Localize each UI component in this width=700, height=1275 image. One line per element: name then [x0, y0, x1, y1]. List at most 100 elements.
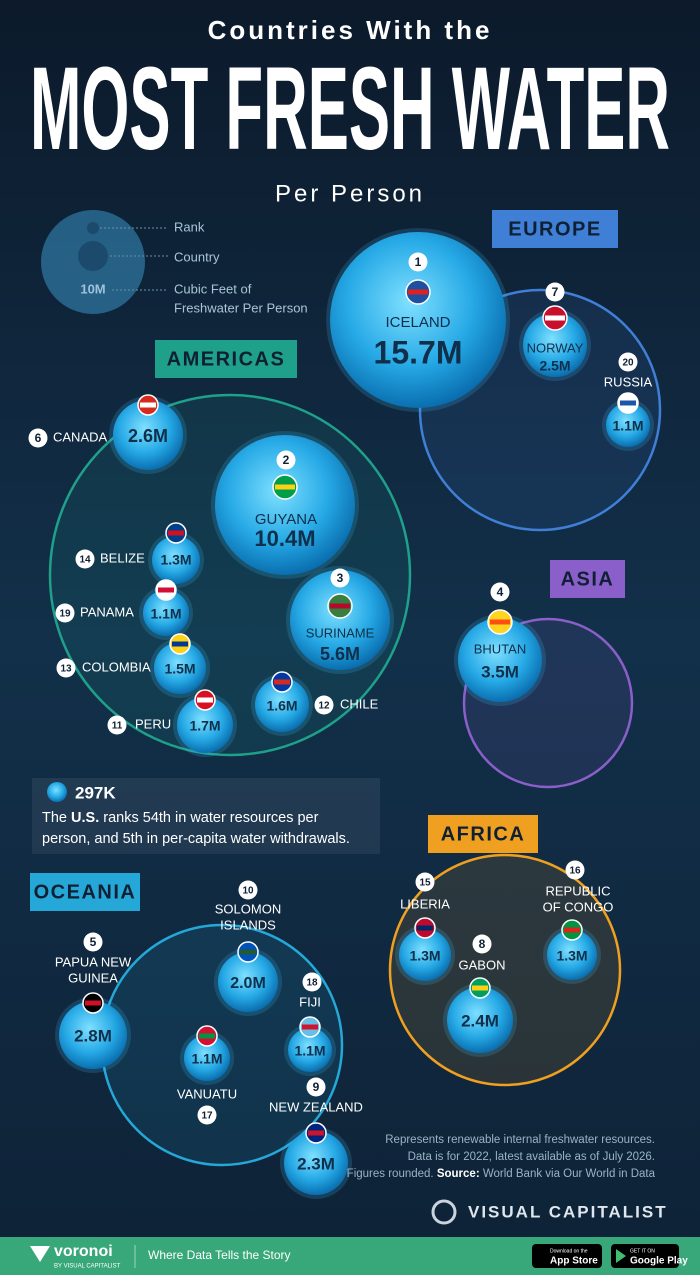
rank-badge [28, 428, 48, 448]
rank-badge [545, 282, 565, 302]
rank-badge [330, 568, 350, 588]
rank: 17 [201, 1111, 213, 1122]
country-bubble [143, 590, 189, 636]
country-name: ISLANDS [220, 917, 276, 932]
note-value: 297K [75, 783, 116, 802]
legend: 10M Rank Country Cubic Feet of Freshwate… [41, 210, 308, 315]
country-value: 1.3M [160, 552, 191, 568]
country-value: 1.1M [294, 1043, 325, 1059]
region-map [388, 853, 622, 1087]
country-value: 1.1M [191, 1051, 222, 1067]
country-bubble [152, 536, 200, 584]
region-label-box [155, 340, 297, 378]
rank-badge [83, 932, 103, 952]
country-name: CHILE [340, 696, 379, 711]
flag-stripe [472, 985, 488, 991]
flag-stripe [417, 925, 433, 931]
note-bold: U.S. [71, 810, 99, 826]
country-value: 2.5M [539, 358, 570, 374]
subtitle: Per Person [275, 180, 425, 207]
rank-badge [408, 252, 428, 272]
rank-badge [107, 715, 127, 735]
rank: 4 [497, 585, 504, 599]
country-bubble [547, 930, 597, 980]
country-bubble [113, 400, 183, 470]
rank-badge [238, 880, 258, 900]
country-bubble [458, 618, 542, 702]
rank-badge [276, 450, 296, 470]
region-label-box [428, 815, 538, 853]
country-value: 1.3M [556, 948, 587, 964]
play-badge[interactable] [611, 1244, 679, 1268]
country-name: SURINAME [306, 625, 375, 640]
country-value: 15.7M [374, 334, 463, 370]
country-bubble [290, 570, 390, 670]
flag-stripe [490, 619, 510, 625]
country-value: 1.1M [150, 606, 181, 622]
country-name: PERU [135, 716, 171, 731]
country-name: GUINEA [68, 970, 118, 985]
rank-badge [415, 872, 435, 892]
country-name: NEW ZEALAND [269, 1099, 363, 1114]
note-text: The U.S. ranks 54th in water resources p… [42, 810, 319, 826]
country-bubble [284, 1131, 348, 1195]
rank: 13 [60, 664, 72, 675]
country-name: CANADA [53, 429, 108, 444]
source-line: Figures rounded. Source: World Bank via … [347, 1168, 656, 1180]
app-label: App Store [550, 1256, 598, 1267]
source-line: Represents renewable internal freshwater… [385, 1134, 655, 1146]
legend-sample: 10M [80, 281, 105, 296]
note-line: ranks 54th in water resources per [103, 810, 318, 826]
rank: 18 [306, 978, 318, 989]
country-name: SOLOMON [215, 901, 281, 916]
country-bubble [288, 1028, 332, 1072]
rank-badge [306, 1077, 326, 1097]
country-bubble [523, 313, 587, 377]
rank-badge [618, 352, 638, 372]
note-bubble [47, 782, 67, 802]
source: Represents renewable internal freshwater… [347, 1134, 666, 1225]
flag-stripe [545, 315, 565, 321]
legend-rank-dot [87, 222, 99, 234]
rank: 9 [313, 1080, 320, 1094]
source-text: World Bank via Our World in Data [483, 1168, 656, 1180]
us-note: 297K The U.S. ranks 54th in water resour… [32, 778, 380, 854]
rank: 16 [569, 866, 581, 877]
country-name: BELIZE [100, 550, 145, 565]
play-icon [616, 1249, 626, 1263]
country-bubble [59, 1001, 127, 1069]
footer-tagline: Where Data Tells the Story [148, 1248, 291, 1262]
region-label: OCEANIA [34, 881, 137, 903]
country-value: 1.1M [612, 418, 643, 434]
region-label-box [492, 210, 618, 248]
country-name: GABON [459, 957, 506, 972]
rank: 20 [622, 358, 634, 369]
country-bubble [330, 232, 506, 408]
brand-logo [431, 1199, 457, 1225]
rank-badge [302, 972, 322, 992]
country-bubble [177, 697, 233, 753]
country-name: OF CONGO [543, 899, 614, 914]
voronoi-icon [30, 1246, 50, 1262]
rank-badge [55, 603, 75, 623]
country-value: 1.6M [266, 698, 297, 714]
note-text: person, and 5th in per-capita water with… [42, 831, 350, 847]
country-name: NORWAY [527, 340, 584, 355]
country-name: REPUBLIC [545, 883, 610, 898]
legend-rank: Rank [174, 219, 205, 234]
rank-badge [75, 549, 95, 569]
flag-stripe [308, 1130, 324, 1136]
kicker: Countries With the [208, 15, 493, 45]
country-name: VANUATU [177, 1086, 237, 1101]
country-value: 2.6M [128, 426, 168, 446]
app-small: Download on the [550, 1248, 588, 1254]
country-bubble [218, 952, 278, 1012]
region-label-box [550, 560, 625, 598]
legend-country-dot [78, 241, 108, 271]
country-value: 3.5M [481, 662, 519, 681]
country-name: RUSSIA [604, 374, 653, 389]
app-store-badge[interactable] [532, 1244, 602, 1268]
flag-stripe [85, 1000, 101, 1006]
flag-stripe [620, 400, 636, 406]
country-bubble [215, 435, 355, 575]
